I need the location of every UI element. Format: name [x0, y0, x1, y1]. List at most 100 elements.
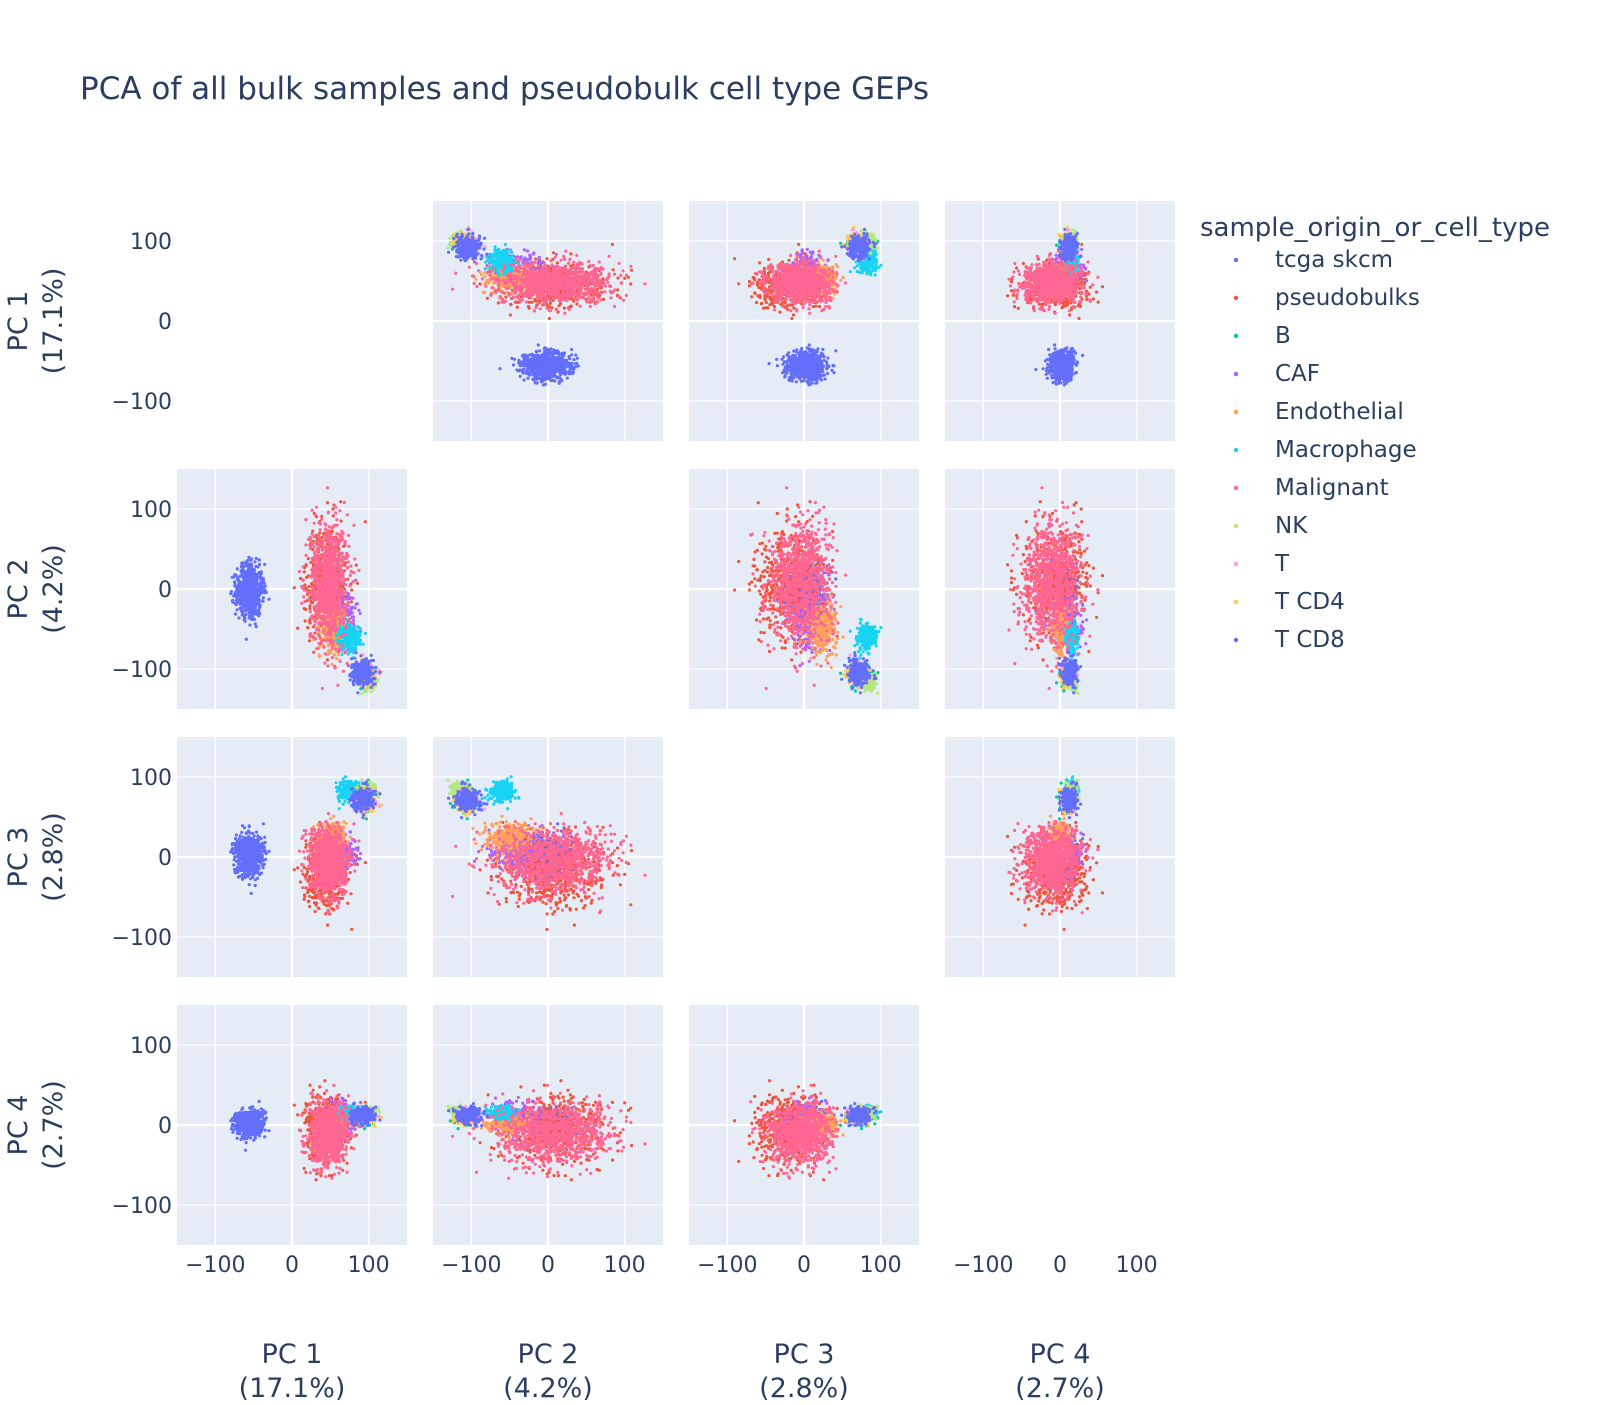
scatter-point [497, 278, 500, 281]
scatter-point [805, 365, 808, 368]
scatter-point [608, 275, 611, 278]
scatter-point [527, 293, 530, 296]
scatter-point [825, 363, 828, 366]
scatter-point [811, 356, 814, 359]
scatter-point [557, 311, 560, 314]
scatter-point [750, 295, 753, 298]
scatter-point [814, 382, 817, 385]
scatter-point [546, 352, 549, 355]
scatter-point [577, 271, 580, 274]
scatter-point [572, 297, 575, 300]
scatter-point [471, 275, 474, 278]
scatter-point [575, 254, 578, 257]
scatter-point [555, 376, 558, 379]
scatter-point [484, 285, 487, 288]
scatter-point [478, 270, 481, 273]
scatter-point [784, 374, 787, 377]
scatter-point [471, 232, 474, 235]
scatter-point [523, 353, 526, 356]
scatter-point [557, 294, 560, 297]
scatter-point [505, 291, 508, 294]
scatter-point [549, 259, 552, 262]
scatter-point [475, 262, 478, 265]
scatter-point [475, 242, 478, 245]
scatter-point [618, 262, 621, 265]
scatter-point [587, 260, 590, 263]
scatter-point [817, 356, 820, 359]
scatter-point [510, 264, 513, 267]
scatter-point [576, 357, 579, 360]
scatter-point [517, 293, 520, 296]
scatter-point [782, 371, 785, 374]
scatter-point [808, 353, 811, 356]
scatter-point [509, 248, 512, 251]
scatter-point [493, 252, 496, 255]
scatter-point [619, 274, 622, 277]
scatter-point [803, 372, 806, 375]
scatter-point [454, 245, 457, 248]
panel-pc1-vs-pc2 [433, 201, 663, 441]
scatter-point [548, 276, 551, 279]
scatter-point [787, 355, 790, 358]
scatter-point [531, 263, 534, 266]
scatter-point [526, 264, 529, 267]
scatter-point [509, 313, 512, 316]
scatter-point [498, 367, 501, 370]
scatter-point [570, 348, 573, 351]
scatter-point [534, 306, 537, 309]
scatter-point [533, 361, 536, 364]
scatter-point [467, 254, 470, 257]
scatter-point [794, 354, 797, 357]
scatter-point [801, 248, 804, 251]
scatter-point [604, 284, 607, 287]
scatter-point [800, 358, 803, 361]
scatter-point [490, 278, 493, 281]
scatter-point [826, 372, 829, 375]
scatter-point [447, 251, 450, 254]
scatter-point [622, 299, 625, 302]
scatter-point [788, 376, 791, 379]
scatter-point [522, 272, 525, 275]
scatter-point [795, 359, 798, 362]
scatter-point [472, 256, 475, 259]
scatter-point [563, 351, 566, 354]
panel-pc1-vs-pc3 [689, 201, 919, 441]
scatter-point [566, 377, 569, 380]
scatter-point [537, 343, 540, 346]
scatter-point [629, 282, 632, 285]
scatter-point [527, 361, 530, 364]
scatter-point [476, 252, 479, 255]
scatter-point [559, 363, 562, 366]
scatter-point [791, 304, 794, 307]
scatter-point [538, 282, 541, 285]
scatter-point [513, 288, 516, 291]
scatter-point [533, 284, 536, 287]
scatter-point [565, 299, 568, 302]
scatter-point [834, 349, 837, 352]
scatter-point [598, 260, 601, 263]
scatter-point [482, 291, 485, 294]
scatter-point [549, 309, 552, 312]
scatter-point [526, 250, 529, 253]
scatter-point [466, 250, 469, 253]
scatter-point [491, 291, 494, 294]
scatter-point [585, 300, 588, 303]
scatter-point [480, 254, 483, 257]
scatter-point [598, 281, 601, 284]
scatter-point [545, 273, 548, 276]
scatter-point [529, 255, 532, 258]
scatter-point [748, 280, 751, 283]
scatter-point [558, 299, 561, 302]
scatter-point [512, 363, 515, 366]
scatter-point [520, 286, 523, 289]
scatter-point [480, 257, 483, 260]
scatter-point [778, 311, 781, 314]
scatter-point [818, 305, 821, 308]
scatter-point [809, 255, 812, 258]
scatter-point [528, 301, 531, 304]
scatter-point [499, 295, 502, 298]
scatter-point [543, 359, 546, 362]
scatter-point [448, 237, 451, 240]
scatter-point [570, 281, 573, 284]
scatter-point [555, 308, 558, 311]
